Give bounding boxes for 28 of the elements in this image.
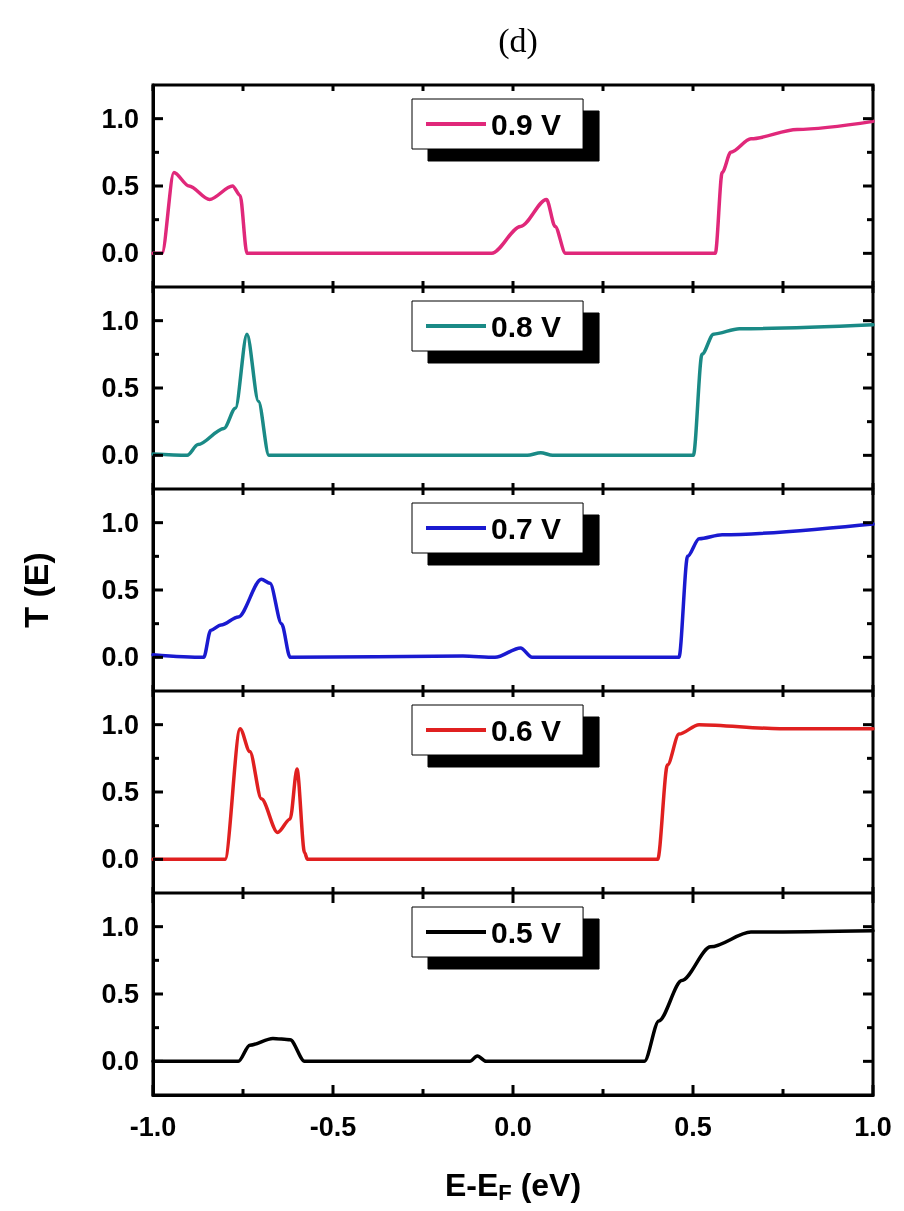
y-tick-label: 1.0 xyxy=(101,103,139,134)
legend-label: 0.6 V xyxy=(491,713,562,747)
y-tick-label: 1.0 xyxy=(101,911,139,942)
y-tick-label: 0.0 xyxy=(101,844,139,875)
line-series xyxy=(151,722,875,862)
x-tick-label: 0.5 xyxy=(674,1111,712,1142)
legend-label: 0.7 V xyxy=(491,511,562,545)
y-tick-label: 0.5 xyxy=(101,171,139,201)
y-tick-label: 0.0 xyxy=(101,238,139,269)
y-tick-label: 0.0 xyxy=(101,642,139,673)
x-tick-label: -1.0 xyxy=(129,1111,177,1142)
x-tick-label: 0.0 xyxy=(494,1111,532,1142)
y-tick-label: 0.5 xyxy=(101,979,139,1009)
y-tick-label: 1.0 xyxy=(101,507,139,538)
y-tick-label: 0.5 xyxy=(101,575,139,605)
chart-title: (d) xyxy=(498,21,538,60)
y-tick-label: 1.0 xyxy=(101,305,139,336)
legend-label: 0.8 V xyxy=(491,309,562,343)
y-tick-label: 1.0 xyxy=(101,709,139,740)
y-tick-label: 0.5 xyxy=(101,373,139,403)
y-tick-label: 0.5 xyxy=(101,777,139,807)
legend-label: 0.5 V xyxy=(491,915,562,949)
y-axis-title: T (E) xyxy=(17,552,55,628)
y-tick-label: 0.0 xyxy=(101,1046,139,1077)
legend-label: 0.9 V xyxy=(491,107,562,141)
x-tick-label: -0.5 xyxy=(309,1111,357,1142)
y-tick-label: 0.0 xyxy=(101,440,139,471)
x-tick-label: 1.0 xyxy=(854,1111,892,1142)
